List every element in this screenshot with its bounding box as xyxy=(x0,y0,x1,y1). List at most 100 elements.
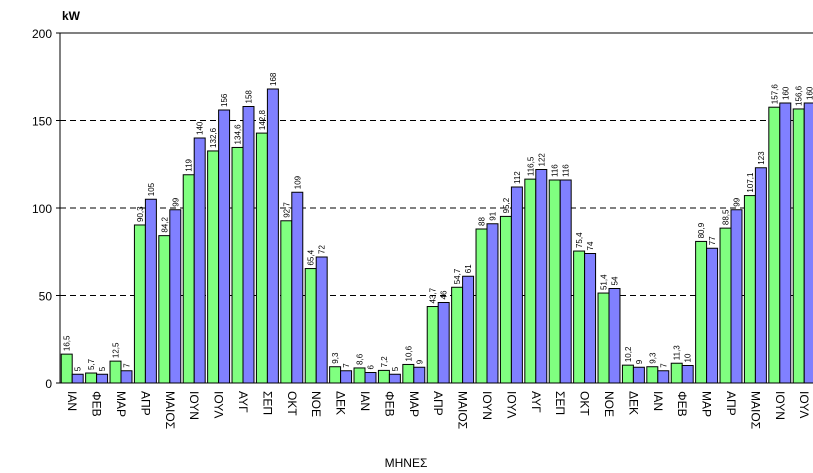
bar xyxy=(608,288,621,384)
x-tick-label: ΟΚΤ xyxy=(285,391,299,416)
bar xyxy=(670,362,683,384)
bar xyxy=(85,372,98,384)
value-label: 88 xyxy=(478,217,487,226)
bar xyxy=(193,137,206,384)
value-label: 75,4 xyxy=(575,232,584,248)
value-label: 116 xyxy=(562,164,571,177)
bar xyxy=(486,223,499,384)
bar xyxy=(437,302,450,384)
bar xyxy=(632,366,645,384)
bar xyxy=(291,191,304,384)
value-label: 158 xyxy=(244,90,253,104)
bar xyxy=(681,365,694,384)
value-label: 9 xyxy=(635,359,644,364)
bar xyxy=(255,132,268,384)
bar xyxy=(207,150,220,384)
bar xyxy=(597,292,610,384)
value-label: 160 xyxy=(781,86,790,100)
y-tick-label: 0 xyxy=(45,377,52,391)
x-tick-label: ΙΟΥΝ xyxy=(773,391,787,420)
bar xyxy=(218,109,231,384)
value-label: 5,7 xyxy=(87,358,96,370)
value-label: 8,6 xyxy=(356,353,365,365)
bar xyxy=(706,247,719,384)
value-label: 84,2 xyxy=(160,217,169,233)
x-tick-label: ΦΕΒ xyxy=(675,391,689,417)
value-label: 7 xyxy=(659,363,668,368)
value-label: 157,6 xyxy=(770,84,779,105)
x-tick-label: ΜΑΙΟΣ xyxy=(456,391,470,429)
value-label: 88,5 xyxy=(722,209,731,225)
bar xyxy=(304,268,317,384)
bar xyxy=(402,363,415,384)
value-label: 10 xyxy=(684,353,693,362)
value-label: 132,6 xyxy=(209,127,218,148)
bar xyxy=(60,353,73,384)
x-tick-label: ΑΥΓ xyxy=(236,391,250,413)
value-label: 156,6 xyxy=(795,85,804,106)
x-tick-label: ΜΑΙΟΣ xyxy=(748,391,762,429)
bar xyxy=(388,373,401,384)
bar xyxy=(559,179,572,384)
value-label: 5 xyxy=(74,366,83,371)
x-tick-label: ΦΕΒ xyxy=(382,391,396,417)
value-label: 122 xyxy=(537,153,546,167)
value-label: 72 xyxy=(318,245,327,254)
y-tick-label: 100 xyxy=(32,202,52,216)
x-tick-label: ΜΑΡ xyxy=(114,391,128,417)
x-tick-label: ΙΑΝ xyxy=(65,391,79,411)
y-tick-label: 50 xyxy=(39,290,53,304)
bar xyxy=(242,106,255,384)
x-tick-label: ΙΑΝ xyxy=(358,391,372,411)
bar xyxy=(657,370,670,384)
bar xyxy=(621,364,634,384)
y-tick-label: 200 xyxy=(32,27,52,41)
value-label: 156 xyxy=(220,93,229,107)
bar xyxy=(266,88,279,384)
bar xyxy=(182,174,195,384)
value-label: 160 xyxy=(806,86,813,100)
value-label: 77 xyxy=(708,236,717,245)
bar xyxy=(499,215,512,384)
value-label: 61 xyxy=(464,264,473,273)
x-tick-label: ΙΑΝ xyxy=(651,391,665,411)
bar xyxy=(754,167,767,384)
value-label: 10,6 xyxy=(404,345,413,361)
value-label: 10,2 xyxy=(624,346,633,362)
value-label: 5 xyxy=(391,366,400,371)
bar xyxy=(144,198,157,384)
bar xyxy=(548,179,561,384)
bar xyxy=(646,366,659,384)
bar xyxy=(462,275,475,384)
x-tick-label: ΑΠΡ xyxy=(138,391,152,416)
bar xyxy=(584,253,597,384)
bar xyxy=(340,370,353,384)
value-label: 119 xyxy=(185,158,194,171)
x-tick-label: ΜΑΡ xyxy=(700,391,714,417)
value-label: 54,7 xyxy=(453,268,462,284)
bar xyxy=(120,370,133,384)
value-label: 91 xyxy=(488,211,497,220)
bar xyxy=(510,186,523,384)
x-tick-label: ΜΑΙΟΣ xyxy=(163,391,177,429)
bar xyxy=(96,373,109,384)
plot-frame xyxy=(59,32,813,384)
x-tick-label: ΝΟΕ xyxy=(309,391,323,417)
x-tick-label: ΙΟΥΛ xyxy=(212,391,226,418)
x-tick-label: ΙΟΥΛ xyxy=(504,391,518,418)
value-label: 65,4 xyxy=(307,249,316,265)
bar xyxy=(573,250,586,384)
x-tick-label: ΔΕΚ xyxy=(334,391,348,415)
value-label: 9 xyxy=(415,359,424,364)
value-label: 116,5 xyxy=(526,156,535,176)
bar xyxy=(719,227,732,384)
x-tick-label: ΙΟΥΝ xyxy=(187,391,201,420)
bar xyxy=(535,169,548,384)
x-axis-label: ΜΗΝΕΣ xyxy=(385,456,428,470)
x-tick-label: ΙΟΥΛ xyxy=(797,391,811,418)
x-tick-label: ΣΕΠ xyxy=(553,391,567,415)
value-label: 6 xyxy=(366,365,375,370)
x-tick-label: ΑΥΓ xyxy=(529,391,543,413)
x-tick-label: ΣΕΠ xyxy=(260,391,274,415)
